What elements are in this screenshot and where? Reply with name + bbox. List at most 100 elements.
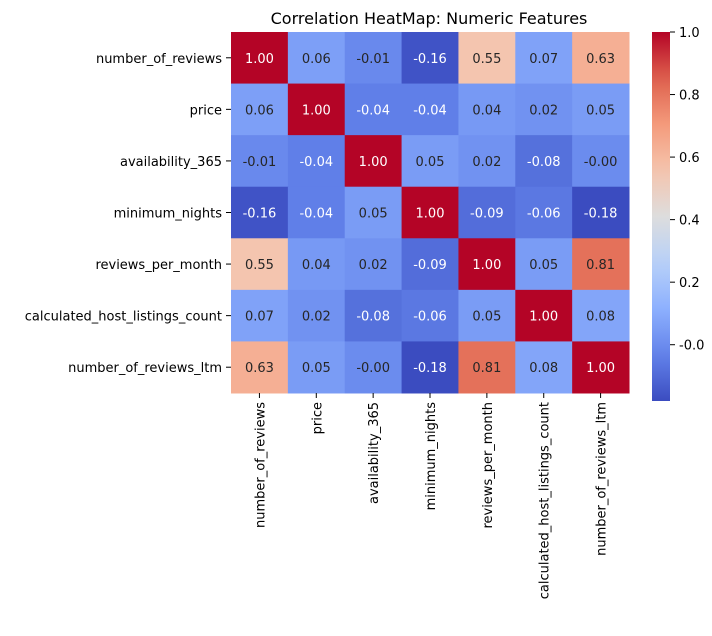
cell-value-label: 0.81 <box>472 361 501 376</box>
cell-value-label: -0.18 <box>584 206 618 221</box>
column-label: reviews_per_month <box>481 402 496 529</box>
heatmap-cell <box>572 83 630 136</box>
heatmap-cell <box>515 32 573 85</box>
cell-value-label: 0.06 <box>302 52 331 67</box>
cell-value-label: -0.06 <box>413 310 447 325</box>
heatmap-cell <box>401 135 459 188</box>
heatmap-cell <box>231 135 289 188</box>
heatmap-cell <box>401 186 459 239</box>
colorbar-gradient <box>652 32 670 401</box>
cell-value-label: -0.08 <box>356 310 390 325</box>
cell-value-label: 0.05 <box>529 258 558 273</box>
column-label: availability_365 <box>367 402 382 504</box>
heatmap-cell <box>401 83 459 136</box>
heatmap-cell <box>458 289 516 342</box>
heatmap-cell <box>401 238 459 291</box>
heatmap-cell <box>401 32 459 85</box>
row-label: calculated_host_listings_count <box>25 310 222 325</box>
heatmap-cell <box>287 289 346 342</box>
cell-value-label: 1.00 <box>586 361 615 376</box>
cell-value-label: 0.05 <box>359 206 388 221</box>
colorbar-tick-label: 0.8 <box>679 89 700 104</box>
heatmap-cell <box>401 289 459 342</box>
colorbar-tick-label: 0.2 <box>679 276 700 291</box>
column-label: number_of_reviews <box>253 402 268 528</box>
heatmap-cell <box>515 186 573 239</box>
cell-value-label: 0.08 <box>586 310 615 325</box>
cell-value-label: 1.00 <box>359 155 388 170</box>
cell-value-label: 0.55 <box>245 258 274 273</box>
column-label: price <box>310 402 325 434</box>
cell-value-label: 1.00 <box>416 206 445 221</box>
cell-value-label: -0.18 <box>413 361 447 376</box>
cell-value-label: -0.04 <box>356 103 390 118</box>
heatmap-cell <box>344 341 403 394</box>
cell-value-label: 0.05 <box>416 155 445 170</box>
heatmap-cell <box>572 238 630 291</box>
heatmap-cell <box>344 238 403 291</box>
heatmap-cell <box>401 341 459 394</box>
heatmap-cell <box>458 83 516 136</box>
column-label: minimum_nights <box>424 402 439 511</box>
cell-value-label: 0.63 <box>245 361 274 376</box>
colorbar-tick-label: 0.4 <box>679 214 700 229</box>
column-label: calculated_host_listings_count <box>538 402 553 599</box>
heatmap-cell <box>572 135 630 188</box>
column-label: number_of_reviews_ltm <box>595 402 610 556</box>
heatmap-cell <box>458 238 516 291</box>
row-label: number_of_reviews <box>96 52 222 67</box>
heatmap-cell <box>515 238 573 291</box>
cell-value-label: 0.07 <box>529 52 558 67</box>
cell-value-label: -0.00 <box>584 155 618 170</box>
colorbar-tick-label: 1.0 <box>679 26 700 41</box>
heatmap-cell <box>572 289 630 342</box>
cell-value-label: -0.00 <box>356 361 390 376</box>
heatmap-cell <box>344 186 403 239</box>
cell-value-label: 1.00 <box>529 310 558 325</box>
cell-value-label: -0.08 <box>527 155 561 170</box>
colorbar-tick-label: 0.6 <box>679 151 700 166</box>
cell-value-label: 1.00 <box>245 52 274 67</box>
cell-value-label: -0.04 <box>299 206 333 221</box>
cell-value-label: 0.04 <box>472 103 501 118</box>
chart-title: Correlation HeatMap: Numeric Features <box>271 9 588 28</box>
cell-value-label: 0.05 <box>586 103 615 118</box>
heatmap-cell <box>458 135 516 188</box>
cell-value-label: 0.02 <box>359 258 388 273</box>
cell-value-label: 0.63 <box>586 52 615 67</box>
heatmap-cell <box>458 341 516 394</box>
heatmap-cells: 1.00 0.06 -0.01 -0.16 0.55 0.07 0.63 0.06 1.00 -0… <box>231 32 630 394</box>
heatmap-cell <box>287 32 346 85</box>
row-label: number_of_reviews_ltm <box>68 361 222 376</box>
colorbar-tick-label: -0.0 <box>679 339 704 354</box>
cell-value-label: -0.09 <box>413 258 447 273</box>
cell-value-label: 0.06 <box>245 103 274 118</box>
heatmap-cell <box>231 238 289 291</box>
heatmap-cell <box>344 83 403 136</box>
heatmap-cell <box>458 32 516 85</box>
heatmap-cell <box>231 341 289 394</box>
cell-value-label: -0.09 <box>470 206 504 221</box>
colorbar: -0.0 0.2 0.4 0.6 0.8 1.0 <box>652 26 704 401</box>
heatmap-cell <box>231 83 289 136</box>
row-label: reviews_per_month <box>95 258 222 273</box>
heatmap-cell <box>287 238 346 291</box>
heatmap-cell <box>231 32 289 85</box>
heatmap-cell <box>458 186 516 239</box>
heatmap-cell <box>515 289 573 342</box>
heatmap-cell <box>231 186 289 239</box>
cell-value-label: 0.04 <box>302 258 331 273</box>
heatmap-cell <box>287 83 346 136</box>
cell-value-label: -0.16 <box>413 52 447 67</box>
cell-value-label: 0.02 <box>302 310 331 325</box>
heatmap-cell <box>231 289 289 342</box>
cell-value-label: 0.02 <box>529 103 558 118</box>
cell-value-label: 0.05 <box>472 310 501 325</box>
cell-value-label: 1.00 <box>302 103 331 118</box>
heatmap-cell <box>344 135 403 188</box>
cell-value-label: -0.01 <box>243 155 277 170</box>
heatmap-cell <box>515 341 573 394</box>
cell-value-label: 0.55 <box>472 52 501 67</box>
